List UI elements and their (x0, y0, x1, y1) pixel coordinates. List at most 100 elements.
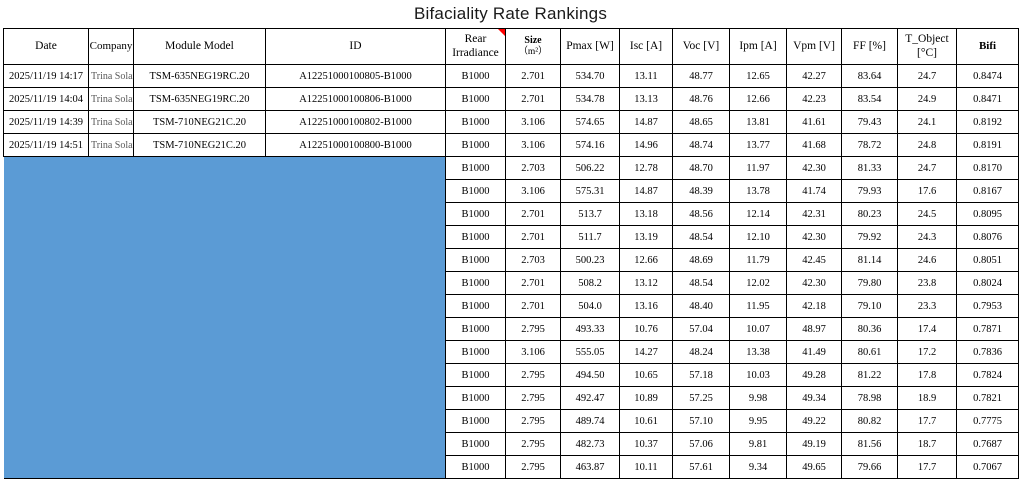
table-cell: 49.22 (786, 409, 842, 433)
table-cell: 79.80 (841, 271, 898, 295)
table-row: B1000 2.701 508.2 13.12 48.54 12.02 42.30 79.80… (4, 271, 1019, 295)
table-row: B1000 3.106 575.31 14.87 48.39 13.78 41.74 79.9… (4, 179, 1019, 203)
table-cell: 2.701 (505, 87, 561, 111)
table-cell: 2.795 (505, 363, 561, 387)
column-header-ipm: Ipm [A] (729, 28, 787, 65)
table-cell: 57.25 (672, 386, 730, 410)
table-cell: 2.701 (505, 225, 561, 249)
table-cell: 13.13 (619, 87, 673, 111)
table-cell: 24.8 (897, 133, 957, 157)
table-cell: 9.81 (729, 432, 787, 456)
table-cell: 48.24 (672, 340, 730, 364)
table-row: B1000 2.795 494.50 10.65 57.18 10.03 49.28 81.2… (4, 363, 1019, 387)
table-cell: 79.10 (841, 294, 898, 318)
table-cell: 0.8191 (956, 133, 1019, 157)
table-cell: B1000 (445, 455, 506, 479)
table-cell: 12.14 (729, 202, 787, 226)
table-cell: 48.97 (786, 317, 842, 341)
column-header-company: Company (88, 28, 134, 65)
table-cell: 48.39 (672, 179, 730, 203)
table-cell: 0.7687 (956, 432, 1019, 456)
table-cell: B1000 (445, 340, 506, 364)
table-cell: B1000 (445, 271, 506, 295)
table-cell: 575.31 (560, 179, 620, 203)
table-cell: B1000 (445, 317, 506, 341)
table-cell: 48.65 (672, 110, 730, 134)
table-cell: B1000 (445, 87, 506, 111)
table-cell: 48.40 (672, 294, 730, 318)
table-cell: 11.95 (729, 294, 787, 318)
table-cell: 493.33 (560, 317, 620, 341)
table-cell: Trina Solar (88, 110, 134, 134)
table-cell: A12251000100806-B1000 (265, 87, 446, 111)
table-cell: 12.78 (619, 156, 673, 180)
table-cell: B1000 (445, 248, 506, 272)
table-cell: 13.19 (619, 225, 673, 249)
table-cell: 23.8 (897, 271, 957, 295)
table-cell: 0.7871 (956, 317, 1019, 341)
table-cell: 511.7 (560, 225, 620, 249)
table-cell: 11.79 (729, 248, 787, 272)
table-cell: 0.8192 (956, 110, 1019, 134)
table-cell: 14.96 (619, 133, 673, 157)
table-cell: 81.22 (841, 363, 898, 387)
table-cell: 17.6 (897, 179, 957, 203)
table-cell: 23.3 (897, 294, 957, 318)
column-header-voc: Voc [V] (672, 28, 730, 65)
bifaciality-rankings-table: Date Company Module Model ID Rear Irradi… (3, 28, 1019, 479)
table-cell: 17.2 (897, 340, 957, 364)
table-cell: 2025/11/19 14:17 (3, 64, 89, 88)
table-header: Date Company Module Model ID Rear Irradi… (3, 28, 1019, 65)
table-cell: 13.81 (729, 110, 787, 134)
table-cell: 80.61 (841, 340, 898, 364)
table-cell: 42.30 (786, 271, 842, 295)
table-cell: 78.72 (841, 133, 898, 157)
table-cell: 42.45 (786, 248, 842, 272)
table-row: B1000 2.795 482.73 10.37 57.06 9.81 49.19 81.56… (4, 432, 1019, 456)
table-cell: 42.31 (786, 202, 842, 226)
table-cell: B1000 (445, 432, 506, 456)
table-cell: B1000 (445, 386, 506, 410)
table-cell: 24.9 (897, 87, 957, 111)
table-cell: A12251000100802-B1000 (265, 110, 446, 134)
table-cell: 574.65 (560, 110, 620, 134)
table-cell: 500.23 (560, 248, 620, 272)
table-cell: Trina Solar (88, 64, 134, 88)
table-cell: 506.22 (560, 156, 620, 180)
table-cell: 3.106 (505, 110, 561, 134)
table-cell: 9.34 (729, 455, 787, 479)
table-cell: 42.18 (786, 294, 842, 318)
table-cell: 10.89 (619, 386, 673, 410)
table-cell: 2.701 (505, 271, 561, 295)
table-cell: 41.61 (786, 110, 842, 134)
table-row: B1000 2.701 513.7 13.18 48.56 12.14 42.31 80.23… (4, 202, 1019, 226)
table-cell: 0.7836 (956, 340, 1019, 364)
table-row: 2025/11/19 14:39 Trina Solar TSM-710NEG21C… (3, 110, 1019, 134)
table-cell: 18.9 (897, 386, 957, 410)
table-cell: 0.7953 (956, 294, 1019, 318)
table-cell: A12251000100805-B1000 (265, 64, 446, 88)
table-cell: 3.106 (505, 133, 561, 157)
table-cell: 81.56 (841, 432, 898, 456)
table-cell: B1000 (445, 202, 506, 226)
table-cell: 24.5 (897, 202, 957, 226)
column-header-bifi: Bifi (956, 28, 1019, 65)
page-title: Bifaciality Rate Rankings (413, 4, 608, 23)
table-cell: 2.795 (505, 386, 561, 410)
table-cell: 12.66 (729, 87, 787, 111)
table-cell: 2.701 (505, 294, 561, 318)
table-row: B1000 2.701 511.7 13.19 48.54 12.10 42.30 79.92… (4, 225, 1019, 249)
table-cell: 0.8095 (956, 202, 1019, 226)
table-cell: 10.03 (729, 363, 787, 387)
column-header-rear-irradiance: Rear Irradiance (445, 28, 506, 65)
column-header-vpm: Vpm [V] (786, 28, 842, 65)
column-header-ff: FF [%] (841, 28, 898, 65)
table-cell: 10.07 (729, 317, 787, 341)
table-cell: 0.8051 (956, 248, 1019, 272)
table-cell: 12.66 (619, 248, 673, 272)
table-cell: 2.703 (505, 248, 561, 272)
column-header-size: Size （m²） (505, 28, 561, 65)
table-cell: 2.795 (505, 317, 561, 341)
table-cell: B1000 (445, 110, 506, 134)
table-cell: B1000 (445, 179, 506, 203)
